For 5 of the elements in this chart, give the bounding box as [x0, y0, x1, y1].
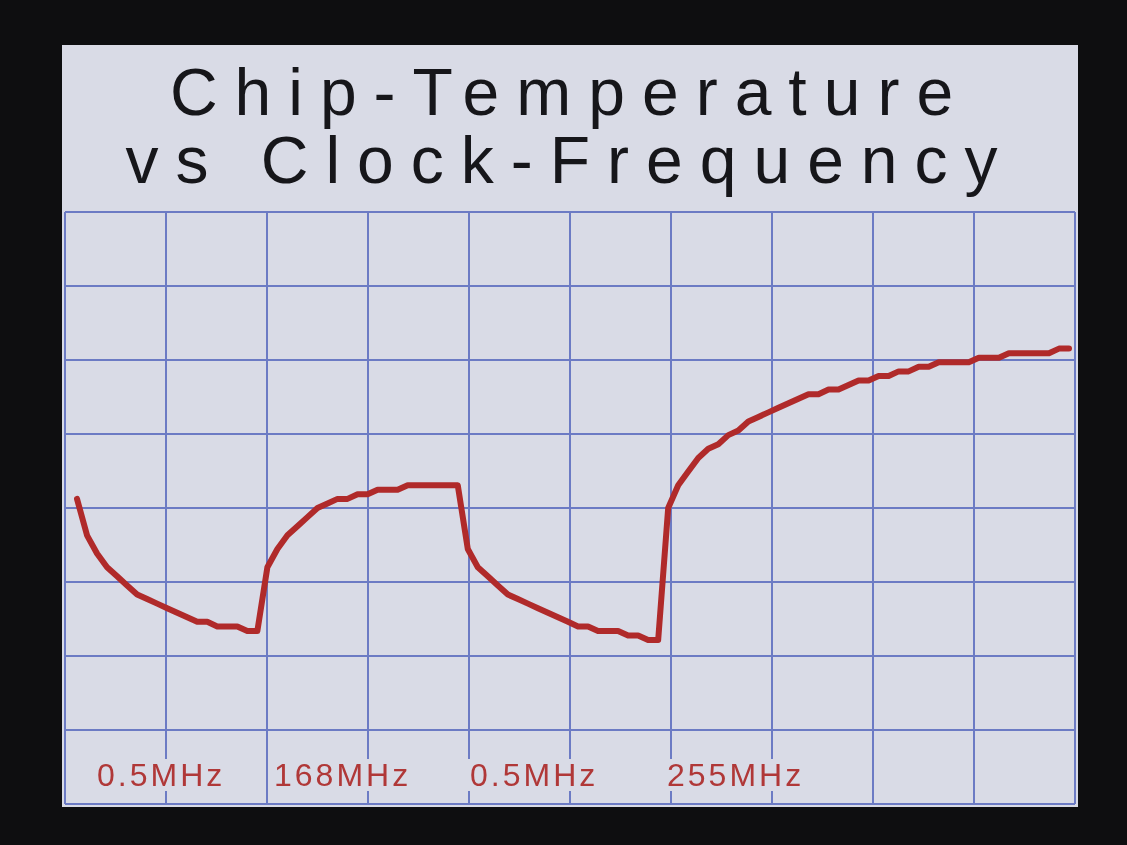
annotation: 255MHz	[665, 757, 807, 793]
chart-title: Chip-Temperature vs Clock-Frequency	[124, 55, 1016, 197]
annotation: 168MHz	[272, 757, 414, 793]
annotation: 0.5MHz	[95, 757, 228, 793]
annotation: 0.5MHz	[468, 757, 601, 793]
